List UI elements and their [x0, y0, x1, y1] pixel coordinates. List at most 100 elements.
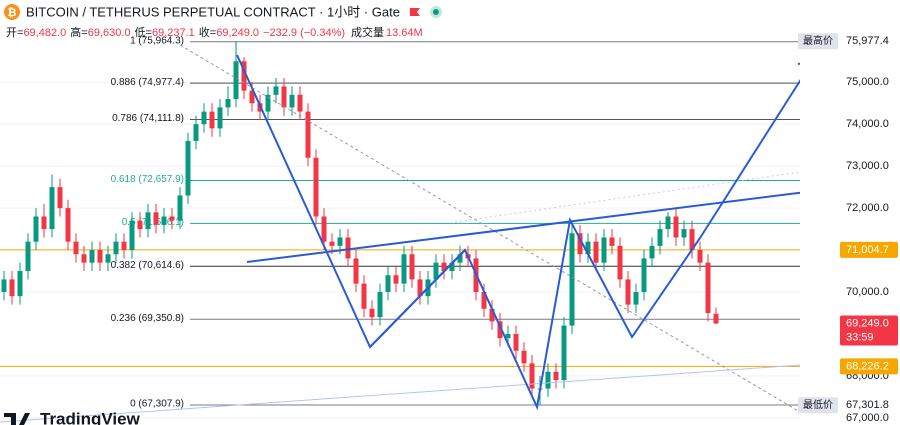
candle-body: [649, 245, 655, 259]
y-tick-label: 67,000.0: [846, 412, 889, 424]
candle-body: [345, 237, 351, 259]
candle-body: [681, 229, 687, 238]
candle-body: [673, 216, 679, 238]
candle-body: [409, 254, 415, 280]
tradingview-logo: TradingView: [4, 409, 141, 425]
candle-body: [217, 107, 223, 129]
fib-label: 1 (75,964.3): [130, 35, 184, 46]
candle-body: [289, 94, 295, 108]
price-axis: [800, 0, 900, 425]
candle-body: [41, 216, 47, 230]
candle-body: [177, 195, 183, 221]
price-badge-label: 75,977.4: [846, 35, 889, 47]
ohlc-value: 69,237.1: [152, 27, 195, 39]
candle-body: [73, 241, 79, 255]
candle-body: [25, 241, 31, 272]
status-dot-inner: [432, 9, 439, 15]
candle-body: [569, 233, 575, 326]
candle-body: [265, 94, 271, 112]
candle-body: [113, 241, 119, 255]
candle-body: [625, 279, 631, 305]
candle-body: [121, 241, 127, 251]
ohlc-label: 高=: [70, 25, 87, 39]
candle-body: [241, 61, 247, 91]
logo-coin-symbol: ₿: [8, 7, 17, 19]
candle-body: [689, 229, 695, 251]
channel-line: [454, 171, 801, 223]
candle-body: [169, 216, 175, 221]
candle-body: [225, 99, 231, 108]
candle-body: [281, 86, 287, 108]
trend-line-dashed: [179, 44, 801, 413]
candle-body: [153, 212, 159, 225]
candle-body: [249, 90, 255, 104]
candle-body: [441, 262, 447, 272]
candle-body: [633, 292, 639, 305]
ohlc-value: 69,630.0: [88, 27, 131, 39]
candle-body: [705, 262, 711, 313]
candle-body: [457, 254, 463, 263]
price-badge-label: 68,226.2: [846, 360, 889, 372]
candle-body: [193, 124, 199, 141]
candle-body: [337, 237, 343, 246]
fib-label: 0.786 (74,111.8): [112, 113, 184, 124]
candle-body: [9, 279, 15, 297]
candle-body: [273, 86, 279, 95]
candle-body: [657, 229, 663, 246]
change: −232.9 (−0.34%): [263, 27, 345, 39]
candle-body: [97, 250, 103, 263]
candle-body: [505, 333, 511, 339]
grid: [0, 81, 800, 419]
price-tag-bg: [798, 33, 838, 50]
candle-body: [593, 241, 599, 263]
candle-body: [513, 333, 519, 351]
candle-body: [713, 313, 719, 324]
ohlc: 开= 69,482.0 高= 69,630.0 低= 69,237.1 收= 69,249.0…: [6, 25, 423, 39]
candle-body: [129, 220, 135, 251]
candle-body: [89, 250, 95, 263]
candle-body: [313, 157, 319, 217]
candle-body: [81, 254, 87, 263]
trend-line: [246, 187, 839, 263]
candle-body: [105, 254, 111, 263]
y-tick-label: 72,000.0: [846, 202, 889, 214]
candle-body: [521, 350, 527, 364]
zigzag: [369, 249, 466, 348]
ohlc-value: 69,482.0: [23, 27, 66, 39]
candle-body: [233, 61, 239, 100]
candle-body: [1, 279, 7, 293]
logo-text: TradingView: [40, 409, 141, 425]
candle-body: [417, 279, 423, 297]
candle-body: [65, 208, 71, 242]
ohlc-label: 开=: [6, 27, 23, 39]
price-tag: 最高价: [803, 34, 833, 47]
candle-body: [497, 321, 503, 339]
ohlc-label: 收=: [199, 25, 216, 39]
price-badge: [840, 397, 898, 414]
candle-body: [609, 237, 615, 246]
y-tick-label: 70,000.0: [846, 286, 889, 298]
candle-body: [185, 140, 191, 196]
candle-body: [601, 237, 607, 263]
price-badge: [840, 33, 898, 50]
candle-body: [329, 241, 335, 246]
candle-body: [529, 363, 535, 389]
logo-coin: [4, 4, 20, 20]
candle-body: [297, 94, 303, 112]
y-tick-label: 73,000.0: [846, 160, 889, 172]
fib-label: 0 (67,307.9): [130, 399, 184, 410]
candle-body: [33, 216, 39, 242]
flag-icon[interactable]: [409, 8, 420, 16]
volume-label: 成交量: [351, 25, 384, 39]
price-badge-label: 71,004.7: [846, 244, 889, 256]
price-timer: 33:59: [846, 331, 874, 343]
symbol-title: BITCOIN / TETHERUS PERPETUAL CONTRACT · …: [26, 4, 400, 19]
fib-label: 0.886 (74,977.4): [111, 77, 184, 88]
candle-body: [201, 111, 207, 125]
price-badge: [840, 315, 898, 346]
fib-label: 0.5 (71,636.1): [122, 217, 184, 228]
candle-body: [545, 371, 551, 389]
candle-body: [353, 258, 359, 284]
